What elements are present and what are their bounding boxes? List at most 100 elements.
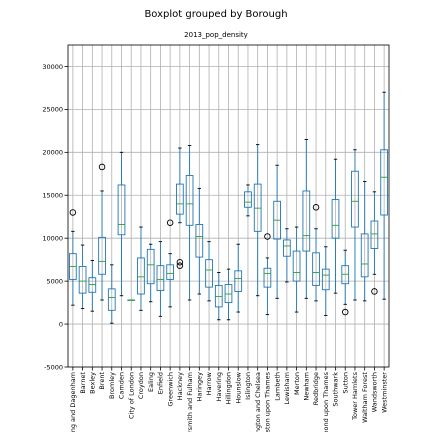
flier-31-0 [371, 288, 378, 295]
box-rect-10 [166, 264, 174, 280]
box-3 [98, 163, 106, 301]
x-tick-label-22: Lewisham [283, 372, 291, 404]
box-rect-7 [137, 257, 145, 295]
box-rect-29 [351, 170, 359, 228]
flier-28-0 [341, 308, 349, 316]
x-tick-label-0: Barking and Dagenham [69, 372, 77, 432]
box-13 [195, 187, 204, 295]
x-tick-label-9: Enfield [157, 372, 165, 394]
box-rect-13 [195, 224, 204, 258]
x-tick-label-5: Camden [118, 372, 126, 399]
x-tick-label-3: Brent [98, 372, 106, 390]
box-1 [78, 244, 87, 310]
x-tick-label-6: City of London [127, 372, 135, 419]
box-rect-25 [312, 252, 320, 286]
x-tick-label-14: Harrow [205, 371, 213, 395]
box-4 [107, 264, 116, 324]
box-rect-4 [107, 288, 116, 311]
x-tick-label-2: Bexley [89, 372, 97, 394]
x-tick-label-8: Ealing [147, 372, 155, 392]
x-tick-label-25: Redbridge [312, 372, 320, 405]
box-21 [273, 164, 281, 299]
x-tick-label-30: Waltham Forest [361, 372, 369, 423]
box-29 [351, 149, 359, 301]
box-24 [302, 139, 311, 299]
flier-10-0 [166, 219, 174, 226]
x-tick-label-27: Southwark [332, 372, 340, 407]
box-rect-32 [380, 149, 388, 216]
box-rect-9 [156, 265, 165, 292]
x-axis: Barking and Dagenham Barnet Bexley Brent Bro… [69, 367, 388, 432]
y-tick-label-2: 5000 [46, 277, 63, 285]
y-tick-label-5: 20000 [42, 149, 63, 157]
boxes-layer [69, 91, 388, 324]
x-tick-label-7: Croydon [137, 372, 145, 399]
box-rect-18 [244, 191, 252, 208]
x-tick-label-1: Barnet [79, 372, 87, 394]
x-tick-label-12: Hammersmith and Fulham [186, 372, 194, 432]
x-tick-label-15: Havering [215, 372, 223, 401]
flier-20-0 [264, 233, 271, 240]
box-rect-26 [321, 268, 330, 291]
y-tick-label-4: 15000 [42, 192, 63, 200]
box-14 [205, 241, 213, 302]
box-rect-5 [117, 184, 126, 236]
x-tick-label-28: Sutton [341, 372, 349, 393]
box-rect-3 [98, 236, 106, 275]
x-tick-label-16: Hillingdon [225, 372, 233, 405]
x-tick-label-21: Lambeth [273, 372, 281, 401]
box-rect-11 [176, 183, 184, 215]
flier-11-0 [176, 258, 184, 266]
x-tick-label-26: Richmond upon Thames [322, 371, 330, 432]
y-axis: -5000 0 5000 10000 15000 20000 25000 30000 [42, 63, 68, 371]
x-tick-label-18: Islington [244, 372, 252, 400]
box-rect-23 [292, 250, 301, 282]
x-tick-label-31: Wandsworth [371, 372, 379, 412]
y-tick-label-7: 30000 [42, 63, 63, 71]
box-22 [283, 228, 291, 283]
box-rect-30 [360, 233, 369, 278]
box-25 [312, 204, 320, 302]
box-rect-12 [185, 175, 194, 226]
x-tick-label-10: Greenwich [166, 372, 174, 407]
box-20 [263, 233, 272, 316]
box-7 [137, 226, 145, 311]
y-tick-label-1: 0 [59, 320, 63, 328]
box-rect-22 [283, 239, 291, 257]
box-10 [166, 219, 174, 308]
flier-3-0 [98, 163, 106, 171]
flier-0-0 [69, 209, 77, 216]
box-2 [88, 260, 97, 312]
chart-title: Boxplot grouped by Borough [144, 9, 287, 20]
box-18 [244, 184, 252, 217]
x-tick-label-32: Westminster [380, 372, 388, 413]
x-tick-label-13: Haringey [196, 372, 204, 402]
flier-11-1 [176, 262, 184, 269]
box-5 [117, 151, 126, 297]
box-27 [331, 158, 340, 294]
box-9 [156, 241, 165, 317]
y-tick-label-6: 25000 [42, 106, 63, 114]
flier-25-0 [312, 204, 320, 211]
box-30 [360, 181, 369, 302]
box-23 [292, 226, 301, 313]
box-11 [176, 147, 184, 269]
box-17 [234, 243, 243, 313]
box-32 [380, 91, 388, 300]
box-16 [224, 268, 233, 321]
x-tick-label-17: Hounslow [234, 371, 242, 403]
box-rect-1 [78, 266, 87, 294]
box-31 [370, 191, 379, 295]
box-rect-24 [302, 190, 311, 252]
x-tick-label-24: Newham [303, 372, 311, 401]
box-rect-31 [370, 220, 379, 249]
box-rect-14 [205, 259, 213, 288]
box-rect-8 [146, 248, 155, 285]
box-0 [69, 209, 77, 306]
box-19 [253, 144, 262, 297]
box-12 [185, 145, 194, 301]
box-rect-17 [234, 270, 243, 292]
chart-subtitle: 2013_pop_density [184, 31, 248, 39]
x-tick-label-23: Merton [293, 372, 301, 395]
